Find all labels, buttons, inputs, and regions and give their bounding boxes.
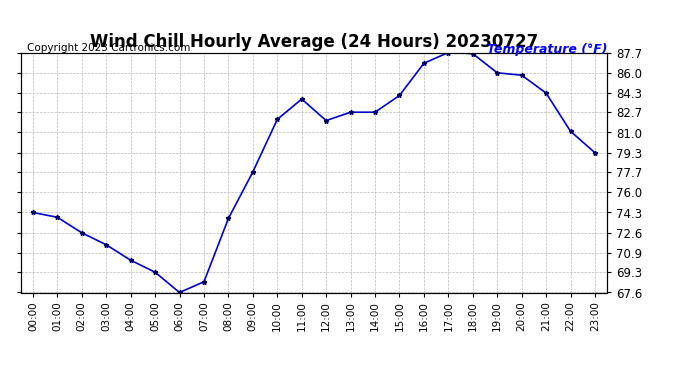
Text: Copyright 2023 Cartronics.com: Copyright 2023 Cartronics.com	[26, 43, 190, 53]
Text: Temperature (°F): Temperature (°F)	[486, 43, 607, 56]
Title: Wind Chill Hourly Average (24 Hours) 20230727: Wind Chill Hourly Average (24 Hours) 202…	[90, 33, 538, 51]
